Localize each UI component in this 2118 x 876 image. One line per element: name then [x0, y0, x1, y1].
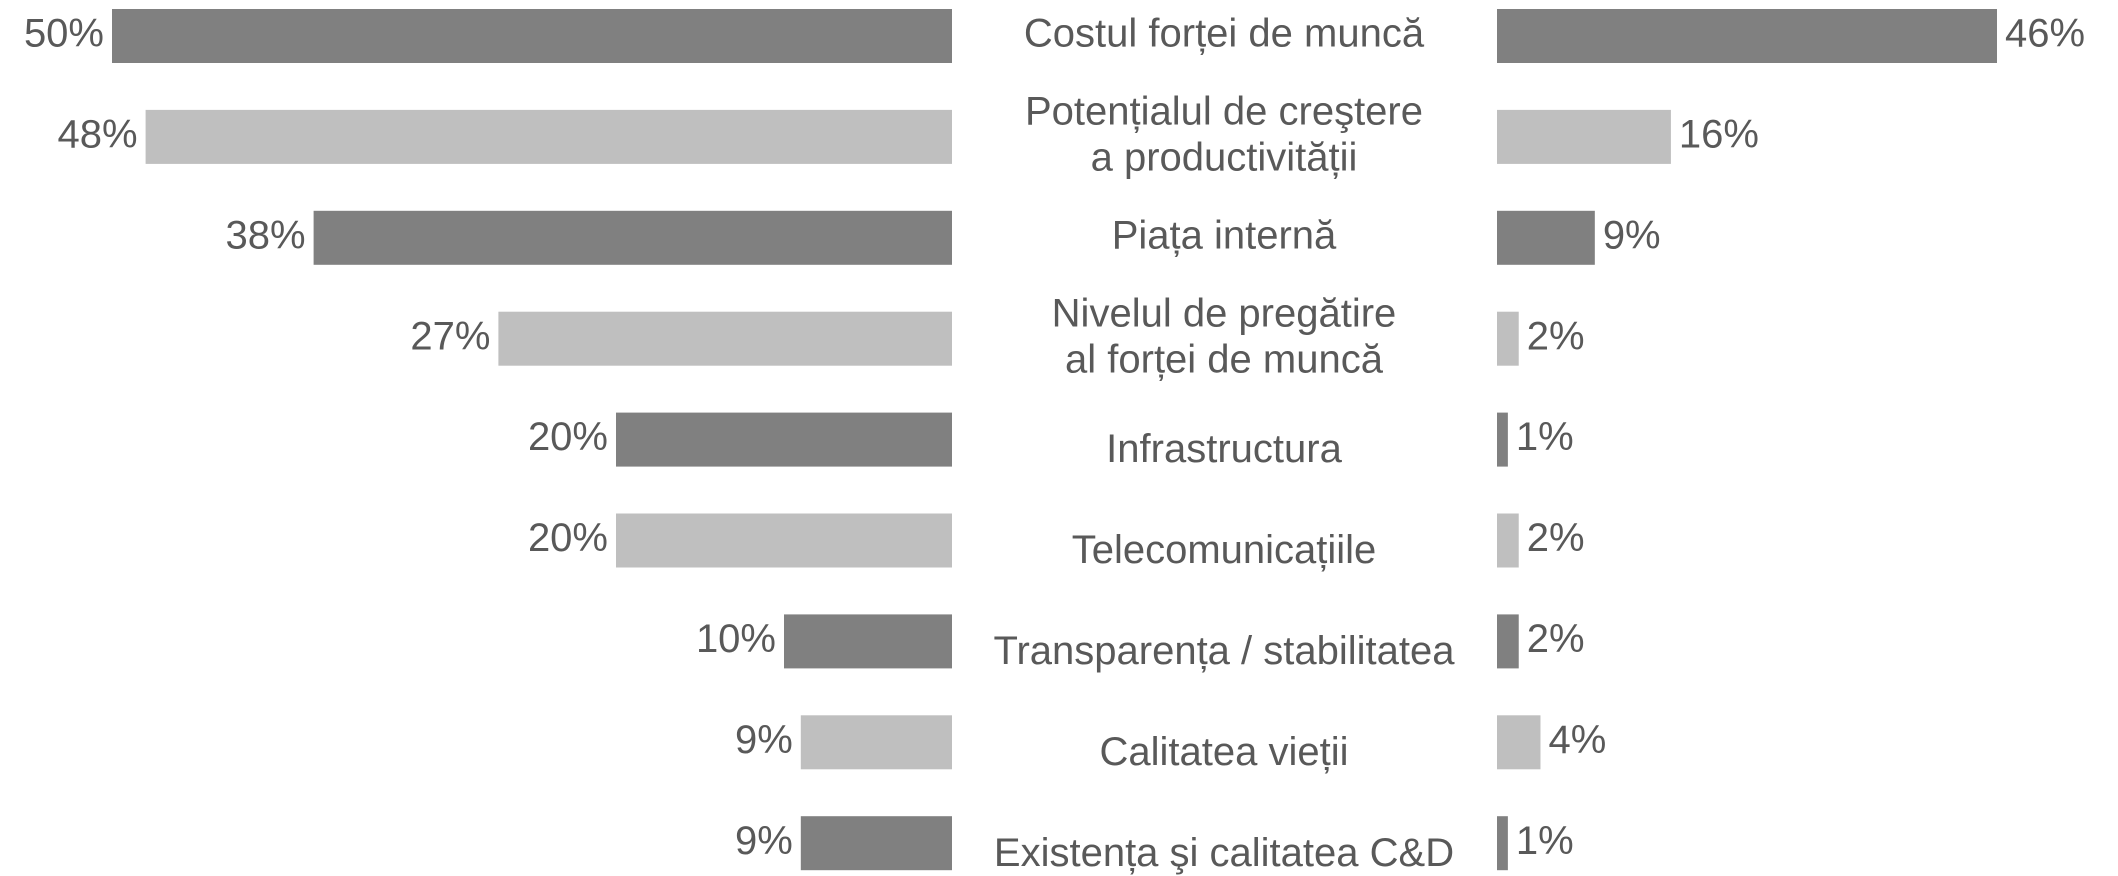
value-label: 9%	[735, 819, 793, 863]
bar	[1497, 311, 1519, 366]
bar	[498, 311, 952, 366]
category-label: Calitatea vieții	[1099, 730, 1348, 774]
bar	[1497, 210, 1595, 265]
bar	[1497, 412, 1508, 467]
value-label: 48%	[58, 112, 138, 156]
category-label: Nivelul de pregătire	[1052, 291, 1397, 335]
category-label: Costul forței de muncă	[1024, 12, 1425, 56]
value-label: 50%	[24, 12, 104, 56]
value-label: 27%	[410, 314, 490, 358]
category-label: Infrastructura	[1106, 427, 1342, 471]
value-label: 46%	[2005, 12, 2085, 56]
category-label: Existența şi calitatea C&D	[994, 831, 1454, 875]
category-label: a productivității	[1091, 135, 1358, 179]
category-label: Telecomunicațiile	[1072, 528, 1377, 572]
category-label: Potențialul de creştere	[1025, 89, 1423, 133]
bar	[1497, 816, 1508, 871]
bar	[1497, 614, 1519, 669]
category-label: al forței de muncă	[1065, 337, 1384, 381]
value-label: 9%	[735, 718, 793, 762]
value-label: 2%	[1527, 314, 1585, 358]
bar	[1497, 715, 1541, 770]
bar	[1497, 513, 1519, 568]
value-label: 38%	[226, 213, 306, 257]
bar	[616, 412, 952, 467]
value-label: 20%	[528, 516, 608, 560]
value-label: 20%	[528, 415, 608, 459]
value-label: 2%	[1527, 516, 1585, 560]
value-label: 2%	[1527, 617, 1585, 661]
bar	[1497, 109, 1671, 164]
bar	[616, 513, 952, 568]
value-label: 10%	[696, 617, 776, 661]
bar	[145, 109, 953, 164]
bar	[784, 614, 952, 669]
bar	[1497, 9, 1997, 63]
value-label: 1%	[1516, 819, 1574, 863]
bar	[800, 715, 952, 770]
bar	[313, 210, 953, 265]
category-label: Transparența / stabilitatea	[994, 629, 1456, 673]
value-label: 4%	[1548, 718, 1606, 762]
value-label: 1%	[1516, 415, 1574, 459]
value-label: 16%	[1679, 112, 1759, 156]
bar	[112, 9, 952, 63]
bar	[800, 816, 952, 871]
category-label: Piața internă	[1112, 213, 1337, 257]
value-label: 9%	[1603, 213, 1661, 257]
